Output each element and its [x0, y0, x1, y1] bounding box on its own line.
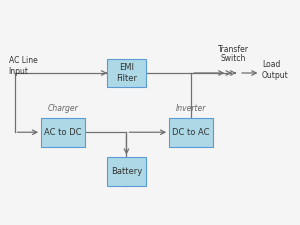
FancyBboxPatch shape	[169, 118, 213, 146]
FancyBboxPatch shape	[107, 158, 146, 186]
Text: Input: Input	[9, 68, 29, 76]
Text: Switch: Switch	[220, 54, 246, 63]
Text: Inverter: Inverter	[176, 104, 206, 113]
Text: AC to DC: AC to DC	[44, 128, 82, 137]
Text: Output: Output	[262, 71, 289, 80]
Text: EMI
Filter: EMI Filter	[116, 63, 137, 83]
FancyBboxPatch shape	[41, 118, 85, 146]
Text: Battery: Battery	[111, 167, 142, 176]
FancyBboxPatch shape	[107, 59, 146, 87]
Text: Transfer: Transfer	[218, 45, 249, 54]
Text: Load: Load	[262, 60, 280, 69]
Text: AC Line: AC Line	[9, 56, 38, 65]
Text: Charger: Charger	[48, 104, 79, 113]
Text: DC to AC: DC to AC	[172, 128, 210, 137]
